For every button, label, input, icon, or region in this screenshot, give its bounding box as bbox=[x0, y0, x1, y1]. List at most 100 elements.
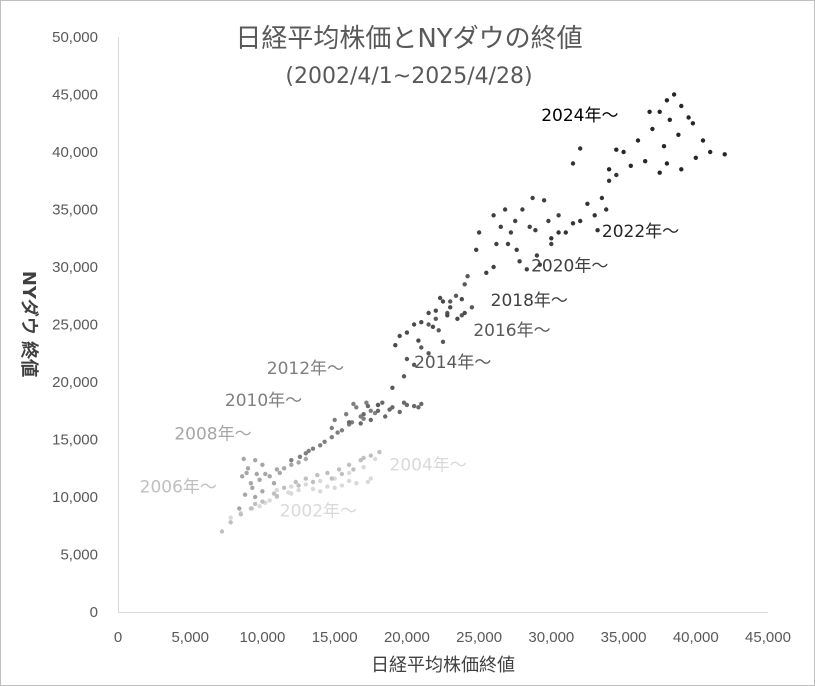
y-tick-label: 20,000 bbox=[52, 374, 98, 391]
year-annotation: 2014年～ bbox=[414, 353, 491, 373]
data-point bbox=[387, 407, 392, 412]
data-point bbox=[650, 126, 655, 132]
data-point bbox=[436, 328, 441, 333]
data-point bbox=[570, 221, 576, 226]
data-point bbox=[361, 464, 366, 470]
data-point bbox=[679, 167, 684, 172]
data-point bbox=[664, 98, 670, 103]
data-point bbox=[267, 474, 272, 479]
data-point bbox=[606, 178, 612, 183]
data-point bbox=[274, 487, 280, 493]
data-point bbox=[339, 483, 345, 488]
data-point bbox=[242, 492, 248, 497]
data-point bbox=[325, 484, 330, 489]
data-point bbox=[297, 454, 303, 459]
data-point bbox=[635, 138, 641, 143]
data-point bbox=[524, 267, 529, 272]
data-point bbox=[351, 401, 356, 407]
data-point bbox=[257, 477, 262, 482]
data-point bbox=[411, 362, 417, 367]
data-point bbox=[329, 435, 334, 440]
data-point bbox=[585, 201, 590, 206]
x-tick-label: 15,000 bbox=[312, 629, 358, 646]
data-point bbox=[303, 456, 308, 462]
data-point bbox=[318, 478, 323, 484]
data-point bbox=[368, 476, 373, 481]
data-point bbox=[426, 351, 431, 356]
data-point bbox=[437, 295, 443, 301]
data-point bbox=[250, 485, 255, 490]
data-point bbox=[484, 270, 489, 275]
data-point bbox=[604, 207, 609, 212]
data-point bbox=[267, 498, 272, 503]
data-point bbox=[592, 213, 597, 218]
data-point bbox=[244, 470, 249, 476]
data-point bbox=[693, 155, 698, 160]
data-point bbox=[411, 322, 417, 327]
data-point bbox=[240, 474, 245, 479]
data-point bbox=[491, 213, 496, 218]
data-point bbox=[351, 467, 356, 472]
data-point bbox=[289, 458, 294, 463]
data-point bbox=[296, 483, 301, 488]
data-point bbox=[380, 400, 385, 405]
y-axis-title: NYダウ 終値 bbox=[18, 271, 40, 377]
data-point bbox=[377, 449, 382, 455]
data-point bbox=[498, 224, 503, 229]
year-annotation: 2018年～ bbox=[491, 291, 568, 311]
data-point bbox=[502, 207, 508, 212]
y-tick-label: 15,000 bbox=[52, 432, 98, 449]
data-point bbox=[508, 230, 514, 235]
data-point bbox=[700, 138, 706, 143]
data-point bbox=[310, 486, 316, 492]
y-tick-label: 50,000 bbox=[52, 29, 98, 46]
data-point bbox=[277, 470, 282, 476]
data-point bbox=[657, 109, 662, 115]
data-point bbox=[578, 146, 583, 151]
data-point bbox=[364, 400, 369, 405]
x-tick-label: 0 bbox=[114, 629, 122, 646]
data-point bbox=[578, 218, 583, 224]
data-point bbox=[238, 512, 243, 517]
year-annotation: 2002年～ bbox=[280, 502, 357, 522]
data-point bbox=[419, 401, 424, 407]
data-point bbox=[537, 262, 542, 267]
data-point bbox=[310, 479, 316, 485]
data-point bbox=[404, 356, 410, 362]
data-point bbox=[416, 405, 421, 410]
x-tick-label: 25,000 bbox=[456, 629, 502, 646]
data-point bbox=[664, 161, 670, 166]
data-point bbox=[556, 230, 561, 235]
data-point bbox=[383, 414, 388, 419]
data-point bbox=[322, 439, 327, 444]
data-point bbox=[614, 172, 619, 178]
x-tick-label: 20,000 bbox=[384, 629, 430, 646]
data-point bbox=[271, 481, 277, 486]
data-point bbox=[375, 408, 381, 413]
data-point bbox=[318, 443, 323, 448]
data-point bbox=[293, 479, 298, 485]
data-point bbox=[462, 282, 467, 287]
data-point bbox=[368, 453, 373, 458]
data-point bbox=[448, 299, 453, 304]
year-annotation: 2006年～ bbox=[140, 477, 217, 497]
data-point bbox=[335, 430, 340, 435]
data-point bbox=[289, 491, 294, 496]
data-point bbox=[365, 403, 371, 409]
data-point bbox=[556, 213, 561, 218]
data-point bbox=[440, 339, 446, 344]
x-tick-label: 45,000 bbox=[745, 629, 791, 646]
data-point bbox=[332, 417, 337, 423]
data-point bbox=[514, 247, 519, 252]
data-point bbox=[621, 149, 626, 155]
data-point bbox=[513, 218, 518, 224]
data-point bbox=[325, 470, 330, 476]
y-tick-label: 35,000 bbox=[52, 202, 98, 219]
data-point bbox=[520, 207, 525, 212]
data-point bbox=[315, 472, 320, 478]
data-point bbox=[671, 92, 677, 97]
data-point bbox=[533, 228, 538, 233]
data-point bbox=[453, 293, 459, 298]
data-point bbox=[549, 236, 554, 241]
data-point bbox=[647, 109, 652, 115]
